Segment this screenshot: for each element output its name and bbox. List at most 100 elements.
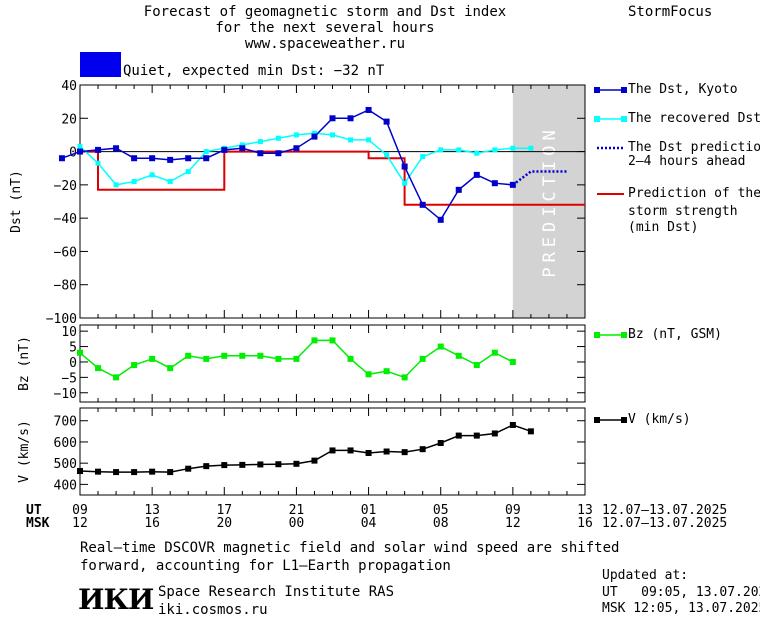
brand-name: StormFocus <box>628 4 713 20</box>
bz-point <box>275 355 282 362</box>
v-point <box>113 469 120 476</box>
bz-point <box>509 358 516 365</box>
ut-tick-label: 17 <box>216 503 232 518</box>
y-tick-label-bz: 10 <box>61 325 77 340</box>
y-tick-label-dst: −20 <box>54 179 77 194</box>
kyoto-dst-point <box>509 181 516 188</box>
recovered-dst-point <box>384 152 390 158</box>
kyoto-dst-point <box>419 201 426 208</box>
kyoto-dst-point <box>113 145 120 152</box>
bz-point <box>149 355 156 362</box>
v-point <box>239 461 246 468</box>
recovered-dst-point <box>95 160 101 166</box>
v-point <box>257 461 264 468</box>
recovered-dst-point <box>456 147 462 153</box>
y-tick-label-dst: 20 <box>61 112 77 127</box>
legend-swatch-bz-marker <box>594 332 600 338</box>
recovered-dst-point <box>131 179 137 185</box>
v-point <box>131 469 138 476</box>
bz-point <box>131 362 138 369</box>
legend-swatch-v-marker <box>594 417 600 423</box>
bz-point <box>203 355 210 362</box>
v-point <box>455 432 462 439</box>
v-point <box>329 447 336 454</box>
kyoto-dst-point <box>347 115 354 122</box>
kyoto-dst-point <box>239 145 246 152</box>
institute-site[interactable]: iki.cosmos.ru <box>158 602 268 618</box>
v-point <box>437 440 444 447</box>
ut-tick-label: 05 <box>433 503 449 518</box>
recovered-dst-point <box>149 172 155 178</box>
footer-note-line2: forward, accounting for L1–Earth propaga… <box>80 558 451 574</box>
bz-point <box>365 371 372 378</box>
recovered-dst-point <box>420 154 426 160</box>
msk-tick-label: 12 <box>505 516 521 531</box>
bz-point <box>491 349 498 356</box>
v-point <box>221 462 228 469</box>
v-point <box>167 469 174 476</box>
y-tick-label-v: 600 <box>54 436 77 451</box>
msk-tick-label: 16 <box>577 516 593 531</box>
updated-msk: MSK 12:05, 13.07.2025 <box>602 601 760 616</box>
y-axis-label-bz: Bz (nT) <box>17 336 32 391</box>
msk-tick-label: 08 <box>433 516 449 531</box>
legend-dst-prediction-sub: 2–4 hours ahead <box>628 154 746 169</box>
v-point <box>95 468 102 475</box>
bz-point <box>311 337 318 344</box>
v-point <box>77 468 83 475</box>
kyoto-dst-point <box>167 156 174 163</box>
storm-strength-line <box>80 150 585 206</box>
kyoto-dst-point <box>185 155 192 162</box>
recovered-dst-point <box>77 144 83 150</box>
v-point <box>293 460 300 467</box>
ut-tick-label: 21 <box>289 503 305 518</box>
kyoto-dst-line <box>61 109 513 221</box>
recovered-dst-point <box>275 135 281 141</box>
v-point <box>473 432 480 439</box>
legend-dst-prediction: The Dst prediction <box>628 140 760 155</box>
v-point <box>419 446 426 453</box>
legend-v: V (km/s) <box>628 412 691 427</box>
y-axis-label-v: V (km/s) <box>17 420 32 483</box>
recovered-dst-point <box>348 137 354 143</box>
y-tick-label-dst: −60 <box>54 245 77 260</box>
iki-logo: ИКИ <box>78 583 154 616</box>
v-point <box>527 428 534 435</box>
msk-tick-label: 00 <box>289 516 305 531</box>
legend-bz: Bz (nT, GSM) <box>628 327 722 342</box>
recovered-dst-point <box>528 145 534 151</box>
y-tick-label-v: 700 <box>54 415 77 430</box>
y-tick-label-v: 400 <box>54 478 77 493</box>
y-tick-label-bz: −5 <box>61 371 77 386</box>
recovered-dst-point <box>492 147 498 153</box>
status-text: Quiet, expected min Dst: −32 nT <box>123 63 385 79</box>
kyoto-dst-point <box>293 145 300 152</box>
legend-swatch-v-marker <box>621 417 627 423</box>
kyoto-dst-point <box>329 115 336 122</box>
bz-point <box>221 352 228 359</box>
recovered-dst-point <box>293 132 299 138</box>
recovered-dst-point <box>185 169 191 175</box>
legend-dst-kyoto: The Dst, Kyoto <box>628 82 738 97</box>
y-tick-label-dst: −80 <box>54 279 77 294</box>
y-tick-label-dst: 40 <box>61 79 77 94</box>
legend-swatch-kyoto-marker <box>621 87 627 93</box>
recovered-dst-point <box>113 182 119 188</box>
kyoto-dst-point <box>365 106 372 113</box>
y-tick-label-v: 500 <box>54 457 77 472</box>
updated-label: Updated at: <box>602 568 689 583</box>
kyoto-dst-point <box>131 155 138 162</box>
updated-ut: UT 09:05, 13.07.2025 <box>602 585 760 600</box>
kyoto-dst-point <box>383 118 390 125</box>
msk-tick-label: 16 <box>144 516 160 531</box>
site-url[interactable]: www.spaceweather.ru <box>244 36 406 52</box>
ut-tick-label: 09 <box>505 503 521 518</box>
bz-point <box>437 343 444 350</box>
bz-point <box>473 362 480 369</box>
recovered-dst-point <box>239 142 245 148</box>
y-tick-label-dst: 0 <box>69 146 77 161</box>
dst-prediction-line <box>512 170 567 186</box>
bz-point <box>77 349 83 356</box>
